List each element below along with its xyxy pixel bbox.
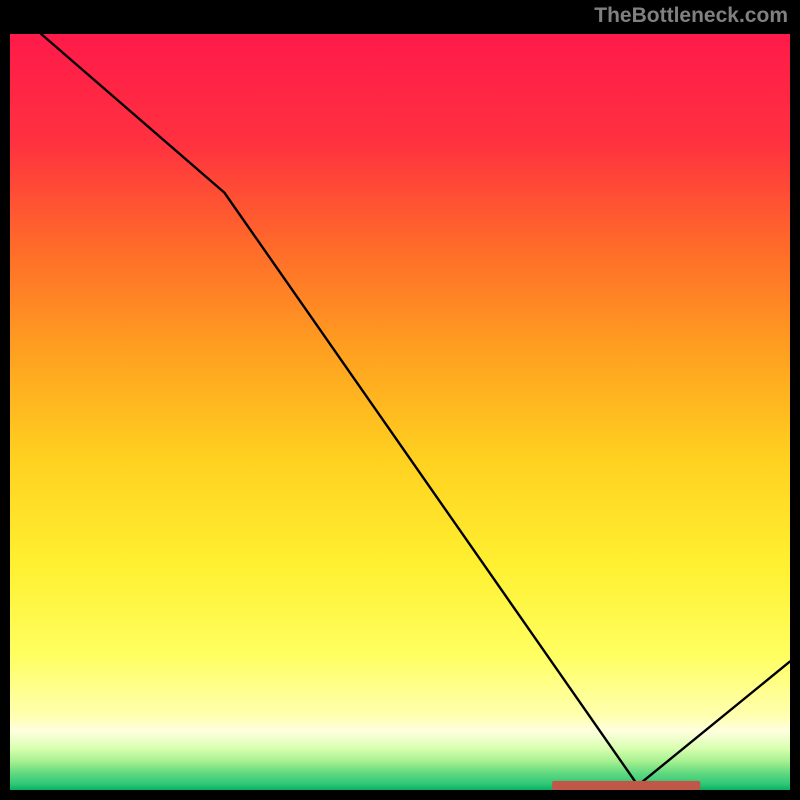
bottleneck-chart: [0, 24, 800, 800]
chart-gradient-background: [10, 34, 790, 790]
chart-frame: [0, 24, 800, 800]
optimal-range-band: [552, 781, 700, 790]
